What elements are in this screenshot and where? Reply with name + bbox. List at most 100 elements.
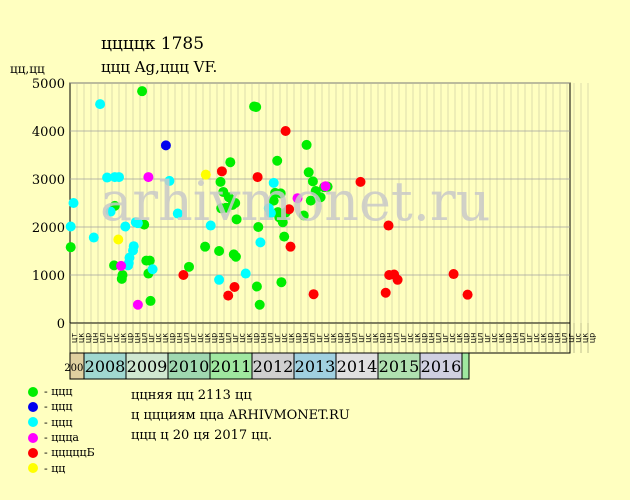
- period-label: цк: [119, 333, 128, 343]
- period-label: цк: [539, 333, 548, 343]
- data-point: [277, 217, 288, 228]
- info-block: ццняя цц 2113 цц ц ццциям цца ARHIVMONET…: [131, 386, 350, 446]
- period-label: цт: [70, 333, 79, 343]
- data-point: [164, 175, 175, 186]
- period-label: цс: [574, 333, 583, 343]
- data-point: [298, 210, 309, 221]
- data-point: [253, 222, 264, 232]
- data-point: [116, 260, 127, 271]
- data-point: [315, 192, 326, 203]
- data-point: [462, 289, 473, 300]
- data-point: [200, 169, 211, 180]
- period-label: цс: [196, 333, 205, 343]
- period-label: цг: [147, 333, 156, 343]
- period-label: цл: [308, 333, 317, 344]
- period-label: цс: [364, 333, 373, 343]
- data-point: [307, 176, 318, 187]
- period-label: цр: [588, 333, 597, 344]
- data-point: [265, 208, 276, 219]
- period-label: цс: [154, 333, 163, 343]
- data-point: [392, 274, 403, 285]
- data-point: [113, 234, 124, 245]
- data-point: [88, 232, 99, 243]
- legend-label: - ццц: [44, 415, 73, 429]
- period-label: цл: [98, 333, 107, 344]
- legend-label: - цц: [44, 461, 66, 475]
- period-label: цн: [259, 333, 268, 344]
- legend-marker: [28, 401, 38, 412]
- data-point: [255, 237, 266, 248]
- legend-item: - цццццБ: [28, 445, 95, 460]
- chart-subtitle: ццц Ag,ццц VF.: [101, 58, 218, 76]
- data-point: [200, 241, 211, 252]
- data-point: [184, 261, 194, 272]
- period-label: цг: [483, 333, 492, 343]
- data-point: [68, 198, 79, 208]
- period-label: цр: [252, 333, 261, 344]
- period-label: цс: [490, 333, 499, 343]
- period-label: цн: [91, 333, 100, 344]
- period-label: цн: [427, 333, 436, 344]
- legend-item: - цц: [28, 460, 95, 475]
- data-point: [251, 102, 262, 112]
- data-point: [95, 99, 106, 110]
- data-point: [301, 139, 312, 150]
- period-label: цк: [455, 333, 464, 343]
- period-label: цк: [497, 333, 506, 343]
- legend-marker: [28, 386, 38, 397]
- data-point: [276, 277, 287, 288]
- year-band: [125, 352, 169, 380]
- data-point: [120, 221, 131, 232]
- period-label: цк: [245, 333, 254, 343]
- data-point: [132, 299, 143, 310]
- y-tick-label: 1000: [32, 269, 65, 284]
- year-label: 2012: [253, 357, 294, 376]
- period-label: цн: [217, 333, 226, 344]
- period-label: цл: [266, 333, 275, 344]
- year-label: 2009: [127, 357, 168, 376]
- data-point: [65, 242, 76, 253]
- data-point: [205, 220, 216, 231]
- period-label: цг: [525, 333, 534, 343]
- period-label: цр: [378, 333, 387, 344]
- period-label: цн: [385, 333, 394, 344]
- period-label: цн: [301, 333, 310, 344]
- period-label: цг: [399, 333, 408, 343]
- period-label: цл: [518, 333, 527, 344]
- data-point: [268, 177, 279, 188]
- period-label: цл: [224, 333, 233, 344]
- info-line-source: ц ццциям цца ARHIVMONET.RU: [131, 408, 350, 423]
- data-point: [105, 206, 116, 217]
- year-band: [251, 352, 295, 380]
- year-band: [377, 352, 421, 380]
- period-label: цс: [280, 333, 289, 343]
- data-point: [65, 221, 76, 232]
- data-point: [216, 166, 227, 177]
- legend-item: - ццц: [28, 384, 95, 399]
- data-point: [251, 281, 262, 292]
- period-label: цн: [469, 333, 478, 344]
- period-label: цл: [182, 333, 191, 344]
- chart-title: ццццк 1785: [101, 34, 205, 54]
- data-point: [305, 195, 316, 206]
- data-point: [240, 268, 251, 279]
- y-tick-label: 3000: [32, 173, 65, 188]
- year-label: 2015: [379, 357, 420, 376]
- data-point: [102, 172, 113, 183]
- period-label: цг: [567, 333, 576, 343]
- data-point: [147, 264, 158, 275]
- data-point: [117, 270, 128, 280]
- data-point: [178, 270, 189, 280]
- period-label: цр: [420, 333, 429, 344]
- data-point: [303, 167, 314, 178]
- data-point: [172, 208, 183, 219]
- data-point: [114, 172, 124, 183]
- period-label: цг: [441, 333, 450, 343]
- data-point: [252, 172, 263, 183]
- period-label: цл: [434, 333, 443, 344]
- legend-label: - цццццБ: [44, 446, 95, 460]
- year-label: 2014: [337, 357, 378, 376]
- data-point: [223, 192, 234, 203]
- data-point: [280, 126, 291, 136]
- period-label: цр: [168, 333, 177, 344]
